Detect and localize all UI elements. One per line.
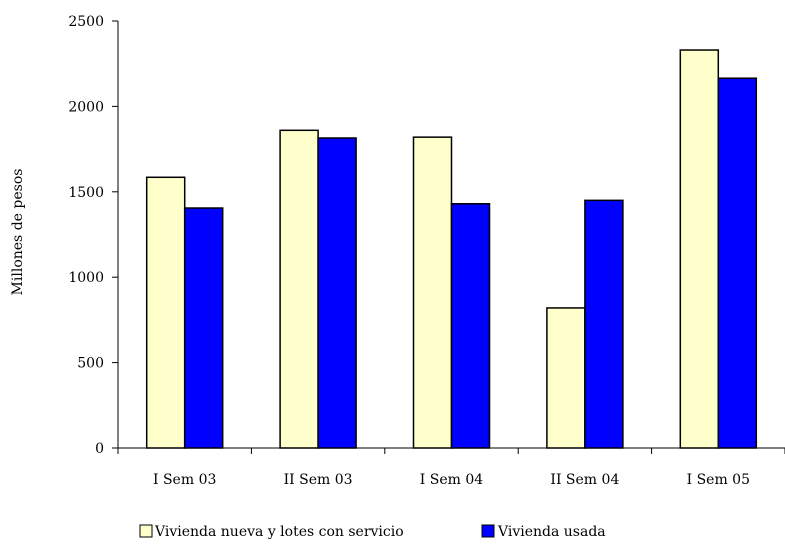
- x-tick-label: I Sem 05: [687, 472, 750, 488]
- bar-series-1: [412, 136, 453, 449]
- y-tick-label: 2000: [68, 99, 104, 115]
- y-axis-title: Millones de pesos: [10, 169, 26, 296]
- legend-label-series-2: Vivienda usada: [497, 524, 606, 540]
- legend-label-series-1: Vivienda nueva y lotes con servicio: [154, 524, 404, 540]
- y-tick-label: 1500: [68, 185, 104, 201]
- x-axis: I Sem 03 II Sem 03 I Sem 04 II Sem 04 I Sem …: [117, 447, 785, 488]
- y-axis: 0 500 1000 1500 2000 2500: [68, 14, 119, 457]
- y-tick-label: 2500: [68, 14, 104, 30]
- legend-swatch-series-2: [481, 524, 495, 538]
- bar-series-1: [279, 129, 319, 449]
- bars: [145, 49, 758, 449]
- bar-series-2: [717, 77, 758, 449]
- y-tick-label: 500: [77, 356, 104, 372]
- y-tick-label: 1000: [68, 270, 104, 286]
- x-tick-label: I Sem 04: [420, 472, 483, 488]
- bar-series-1: [679, 49, 720, 449]
- bar-series-1: [145, 176, 186, 449]
- legend-swatch-series-1: [139, 524, 153, 538]
- x-tick-label: I Sem 03: [153, 472, 216, 488]
- x-tick-label: II Sem 04: [550, 472, 619, 488]
- bar-series-1: [546, 307, 586, 449]
- y-tick-label: 0: [95, 441, 104, 457]
- bar-series-2: [317, 137, 357, 449]
- x-tick-label: II Sem 03: [284, 472, 353, 488]
- bar-series-2: [450, 203, 491, 449]
- bar-series-2: [584, 199, 624, 449]
- legend: Vivienda nueva y lotes con servicio Vivi…: [139, 524, 606, 540]
- bar-series-2: [183, 207, 224, 449]
